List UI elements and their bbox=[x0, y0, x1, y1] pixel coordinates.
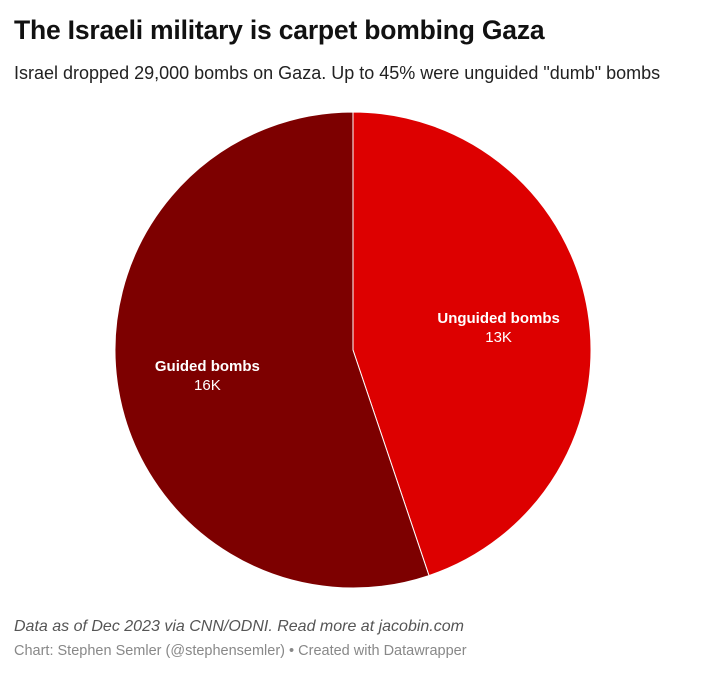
byline: Chart: Stephen Semler (@stephensemler) •… bbox=[14, 643, 467, 659]
chart-subtitle: Israel dropped 29,000 bombs on Gaza. Up … bbox=[14, 63, 661, 83]
slice-label: Unguided bombs bbox=[437, 310, 560, 327]
slice-value: 16K bbox=[194, 377, 221, 394]
slice-value: 13K bbox=[485, 329, 512, 346]
source-note: Data as of Dec 2023 via CNN/ODNI. Read m… bbox=[14, 618, 464, 635]
slice-label: Guided bombs bbox=[155, 358, 260, 375]
chart-title: The Israeli military is carpet bombing G… bbox=[14, 15, 545, 45]
pie-slice-guided-bombs bbox=[114, 111, 430, 589]
pie-slice-unguided-bombs bbox=[352, 111, 592, 577]
